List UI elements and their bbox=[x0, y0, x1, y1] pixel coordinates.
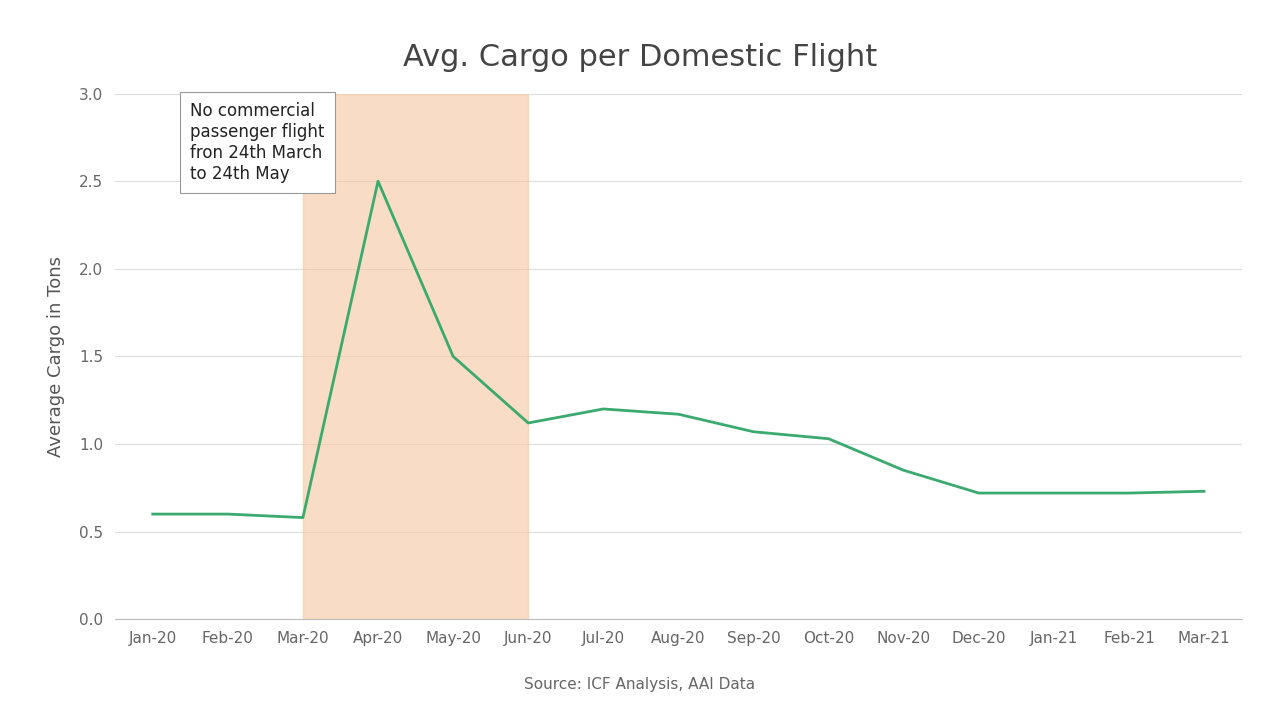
Bar bbox=[303, 94, 529, 619]
Text: No commercial
passenger flight
fron 24th March
to 24th May: No commercial passenger flight fron 24th… bbox=[191, 102, 325, 183]
Text: Avg. Cargo per Domestic Flight: Avg. Cargo per Domestic Flight bbox=[403, 43, 877, 72]
Text: Source: ICF Analysis, AAI Data: Source: ICF Analysis, AAI Data bbox=[525, 677, 755, 691]
Y-axis label: Average Cargo in Tons: Average Cargo in Tons bbox=[47, 256, 65, 457]
